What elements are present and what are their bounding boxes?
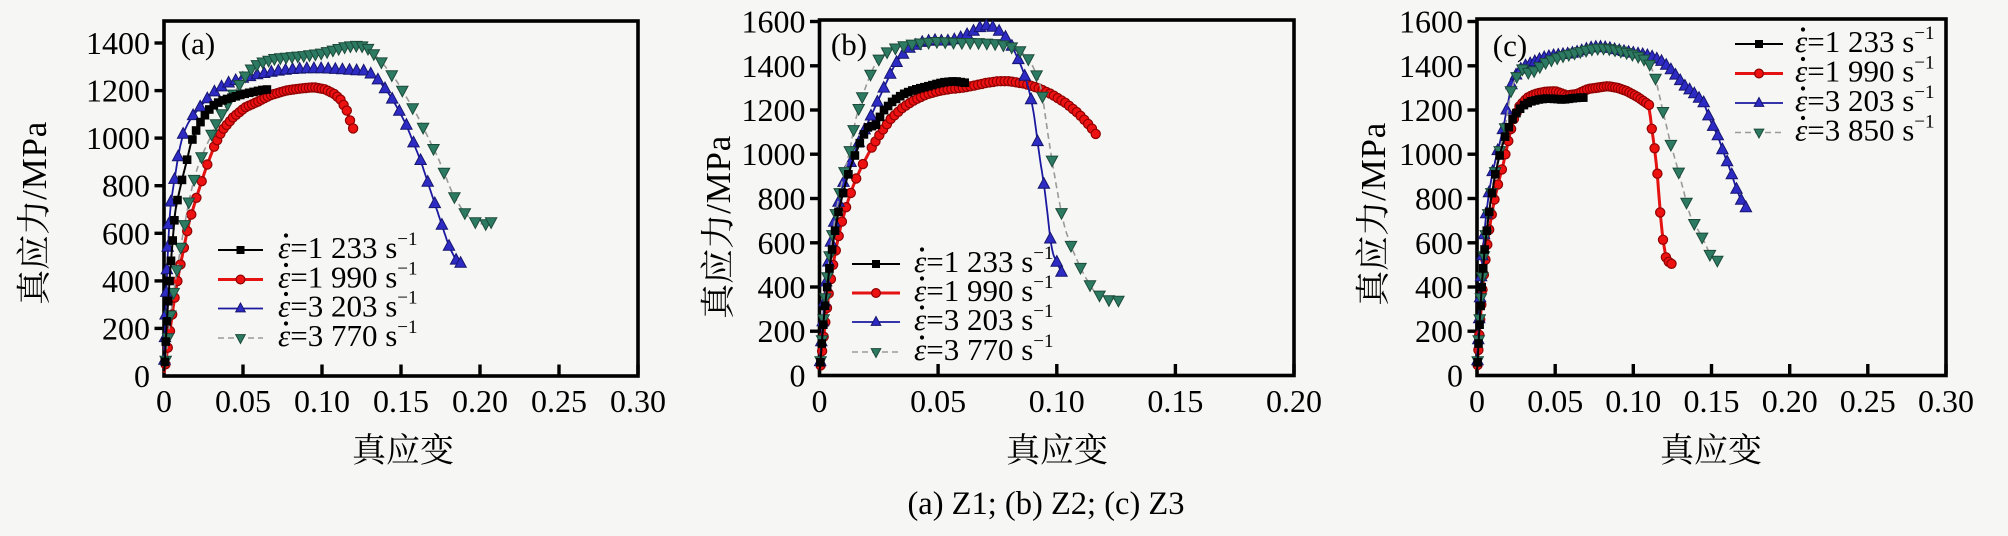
svg-text:(a) Z1; (b) Z2; (c) Z3: (a) Z1; (b) Z2; (c) Z3 bbox=[907, 486, 1184, 522]
svg-text:ε=1 233 s−1: ε=1 233 s−1 bbox=[1795, 23, 1934, 59]
svg-text:400: 400 bbox=[102, 263, 150, 299]
svg-text:ε=1 233 s−1: ε=1 233 s−1 bbox=[914, 243, 1053, 279]
svg-text:400: 400 bbox=[1415, 269, 1463, 305]
svg-text:600: 600 bbox=[758, 225, 806, 261]
svg-text:0: 0 bbox=[1447, 358, 1463, 394]
svg-text:1000: 1000 bbox=[86, 120, 150, 156]
svg-text:0.30: 0.30 bbox=[610, 383, 666, 419]
svg-text:1600: 1600 bbox=[742, 4, 806, 40]
svg-text:ε=3 770 s−1: ε=3 770 s−1 bbox=[914, 331, 1053, 367]
svg-text:/MPa: /MPa bbox=[699, 135, 738, 214]
svg-text:0.05: 0.05 bbox=[215, 383, 271, 419]
svg-text:0: 0 bbox=[790, 358, 806, 394]
svg-text:0.05: 0.05 bbox=[1527, 383, 1583, 419]
svg-text:0.25: 0.25 bbox=[1840, 383, 1896, 419]
svg-text:800: 800 bbox=[1415, 181, 1463, 217]
svg-text:(a): (a) bbox=[181, 26, 215, 61]
svg-text:ε=3 203 s−1: ε=3 203 s−1 bbox=[914, 301, 1053, 337]
svg-text:ε=1 990 s−1: ε=1 990 s−1 bbox=[914, 272, 1053, 308]
svg-text:0.15: 0.15 bbox=[373, 383, 429, 419]
svg-text:ε=3 850 s−1: ε=3 850 s−1 bbox=[1795, 112, 1934, 148]
svg-text:0.20: 0.20 bbox=[1266, 383, 1322, 419]
svg-text:ε=3 203 s−1: ε=3 203 s−1 bbox=[1795, 82, 1934, 118]
svg-text:1200: 1200 bbox=[86, 73, 150, 109]
svg-text:0: 0 bbox=[156, 383, 172, 419]
svg-text:0: 0 bbox=[134, 358, 150, 394]
svg-text:0.30: 0.30 bbox=[1918, 383, 1974, 419]
svg-text:0.20: 0.20 bbox=[452, 383, 508, 419]
svg-text:1400: 1400 bbox=[86, 25, 150, 61]
svg-text:0: 0 bbox=[812, 383, 828, 419]
svg-text:ε=1 990 s−1: ε=1 990 s−1 bbox=[278, 259, 417, 295]
svg-text:1200: 1200 bbox=[742, 92, 806, 128]
svg-text:1000: 1000 bbox=[1399, 136, 1463, 172]
svg-text:ε=3 770 s−1: ε=3 770 s−1 bbox=[278, 317, 417, 353]
svg-text:(b): (b) bbox=[831, 27, 867, 62]
svg-text:0.10: 0.10 bbox=[294, 383, 350, 419]
svg-text:200: 200 bbox=[1415, 313, 1463, 349]
svg-text:0.10: 0.10 bbox=[1605, 383, 1661, 419]
svg-text:0.25: 0.25 bbox=[531, 383, 587, 419]
svg-text:800: 800 bbox=[758, 181, 806, 217]
svg-text:0.10: 0.10 bbox=[1029, 383, 1085, 419]
svg-text:1400: 1400 bbox=[1399, 48, 1463, 84]
svg-text:200: 200 bbox=[102, 310, 150, 346]
svg-text:0.15: 0.15 bbox=[1147, 383, 1203, 419]
svg-text:0: 0 bbox=[1469, 383, 1485, 419]
svg-text:ε=3 203 s−1: ε=3 203 s−1 bbox=[278, 288, 417, 324]
svg-text:400: 400 bbox=[758, 269, 806, 305]
svg-text:ε=1 990 s−1: ε=1 990 s−1 bbox=[1795, 53, 1934, 89]
svg-text:ε=1 233 s−1: ε=1 233 s−1 bbox=[278, 229, 417, 265]
svg-text:0.05: 0.05 bbox=[910, 383, 966, 419]
svg-text:1000: 1000 bbox=[742, 136, 806, 172]
svg-text:800: 800 bbox=[102, 168, 150, 204]
svg-text:200: 200 bbox=[758, 313, 806, 349]
svg-text:600: 600 bbox=[1415, 225, 1463, 261]
svg-text:/MPa: /MPa bbox=[15, 121, 54, 200]
svg-text:1600: 1600 bbox=[1399, 4, 1463, 40]
svg-text:/MPa: /MPa bbox=[1354, 122, 1393, 201]
svg-text:600: 600 bbox=[102, 215, 150, 251]
svg-text:0.20: 0.20 bbox=[1762, 383, 1818, 419]
svg-text:1200: 1200 bbox=[1399, 92, 1463, 128]
svg-text:1400: 1400 bbox=[742, 48, 806, 84]
svg-text:0.15: 0.15 bbox=[1684, 383, 1740, 419]
svg-text:(c): (c) bbox=[1493, 28, 1527, 63]
